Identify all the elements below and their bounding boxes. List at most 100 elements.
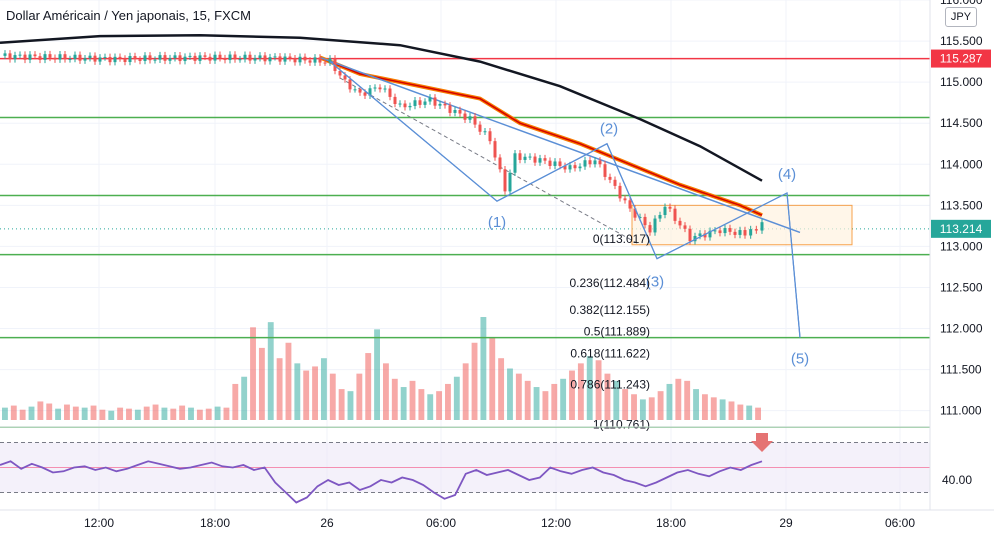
volume-bar [320,358,327,420]
fibonacci-labels: 0(113.017) 0.236(112.484) 0.382(112.155) 0.… [569,232,650,431]
moving-averages [0,34,801,246]
price-axis[interactable]: 116.000 115.500 115.000 114.500 114.000 113.5… [929,0,991,510]
fib-label: 0.236(112.484) [569,276,650,290]
wave-label: (2) [600,121,618,138]
candle-body [468,116,472,120]
wave-label: (3) [646,274,664,291]
candle-body [248,54,252,61]
candle-body [153,59,157,61]
candle-body [453,109,457,113]
time-axis[interactable]: 12:00 18:00 26 06:00 12:00 18:00 29 06:00 [0,509,994,530]
time-tick-label: 18:00 [200,516,230,530]
candle-body [158,55,162,60]
candle-body [168,58,172,61]
volume-bar [719,399,726,420]
candle-body [733,231,737,235]
candle-body [243,54,247,60]
volume-bar [99,409,106,420]
candle-body [533,156,537,163]
candle-body [173,55,177,59]
price-tick-label: 112.000 [940,322,983,336]
candle-body [33,54,37,57]
candle-body [588,160,592,165]
candle-body [613,179,617,186]
price-tick-label: 112.500 [940,280,983,294]
candle-body [503,169,507,192]
candle-body [8,53,12,60]
candle-body [628,200,632,209]
candle-body [343,75,347,80]
volume-bar [693,389,699,420]
price-tick-label: 113.000 [940,239,983,253]
volume-bar [37,401,44,420]
volume-bar [356,373,363,420]
rsi-panel [0,426,930,504]
candle-body [263,55,267,62]
candle-body [228,54,232,61]
price-tick-label: 116.000 [940,0,983,7]
candle-body [528,156,532,158]
volume-bar [755,407,761,420]
volume-bar [72,406,79,420]
volume-bar [515,373,522,420]
candle-body [363,92,367,96]
candle-body [193,55,197,61]
volume-bar [498,358,505,420]
candle-body [328,58,332,63]
candle-body [483,131,487,133]
candle-body [760,222,764,231]
fib-label: 0.382(112.155) [569,303,650,317]
candle-body [108,56,112,63]
volume-bar [143,406,150,420]
candle-body [178,55,182,62]
candle-body [28,54,32,60]
candle-body [493,141,497,158]
candle-body [723,228,727,234]
candle-body [368,88,372,96]
candle-body [308,60,312,63]
candle-body [63,54,67,60]
candle-body [448,105,452,113]
candle-body [608,176,612,180]
candle-body [653,218,657,233]
marked-level-tag [931,49,991,68]
time-tick-label: 06:00 [426,516,456,530]
candle-body [73,54,77,59]
candle-body [618,185,622,199]
volume-bar [10,405,17,420]
volume-bar [524,380,531,420]
candle-body [283,56,287,62]
volume-bar [365,353,372,420]
volume-bar [276,358,283,420]
candle-body [418,100,422,105]
candle-body [553,161,557,166]
volume-bar [436,391,443,420]
time-tick-label: 12:00 [541,516,571,530]
volume-bar [391,378,398,420]
candle-body [183,56,187,62]
candle-body [658,214,662,219]
volume-bar [205,408,212,420]
volume-bar [701,394,708,420]
candle-body [208,56,212,61]
price-tick-label: 113.500 [940,198,983,212]
candle-body [673,208,677,221]
volume-bar [117,407,124,420]
candle-body [223,58,227,61]
candle-body [58,54,62,60]
volume-bar [374,329,380,420]
candle-body [238,59,242,61]
candle-body [378,87,382,90]
candle-body [268,57,272,62]
candle-body [568,165,572,170]
price-tick-label: 115.500 [940,34,983,48]
candle-body [113,56,117,63]
currency-button[interactable]: JPY [945,7,977,27]
down-arrow-icon [751,433,773,452]
volume-bar [462,363,469,420]
volume-bar [2,407,8,420]
volume-bar [294,363,301,420]
candle-body [518,153,522,160]
candle-body [708,230,712,238]
candle-body [103,56,107,58]
